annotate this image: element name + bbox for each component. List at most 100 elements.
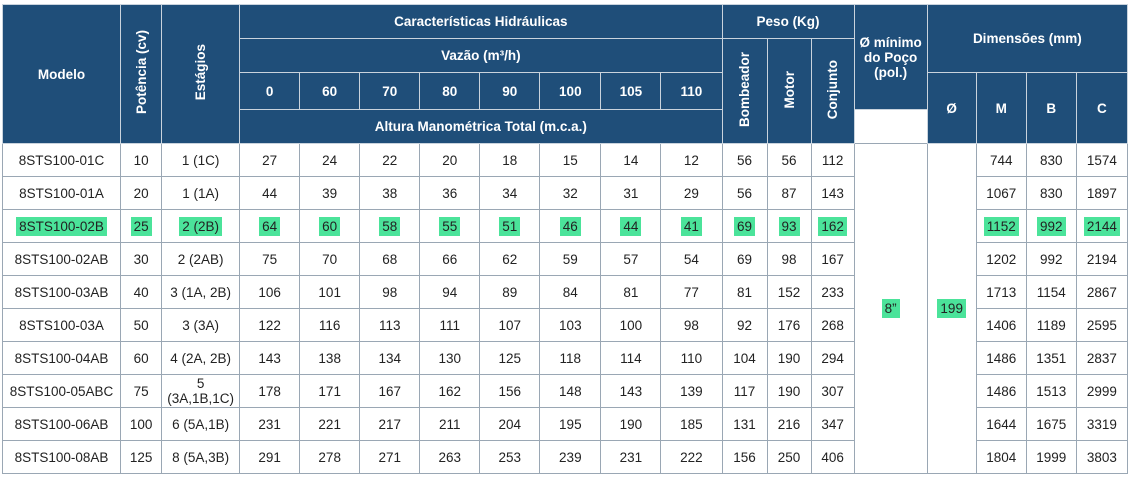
cell-dim-c-value: 3319 [1086,416,1117,432]
cell-modelo-value: 8STS100-02AB [14,251,109,267]
header-bombeador-label: Bombeador [737,51,753,127]
cell-conjunto-value: 347 [821,416,844,432]
cell-motor-value: 250 [777,449,801,465]
header-potencia-label: Potência (cv) [133,30,149,115]
cell-altura: 156 [479,374,541,408]
cell-conjunto: 406 [810,440,855,474]
table-row: 8STS100-02B 25 2 (2B) 64 60 58 55 51 46 44 41 69 93 1… [1,209,1129,243]
cell-dim-b-value: 830 [1039,152,1063,168]
cell-bombeador-value: 56 [737,152,753,168]
cell-estagios-value: 2 (2AB) [177,251,224,267]
cell-modelo-value: 8STS100-01A [19,185,104,201]
cell-bombeador-value: 92 [737,317,753,333]
cell-altura: 59 [539,242,602,276]
cell-altura-value: 60 [319,216,341,236]
cell-motor: 56 [766,143,812,177]
table-row: 8STS100-06AB 100 6 (5A,1B) 231 221 217 211 204 1… [1,407,1129,441]
cell-dim-c-value: 3803 [1086,449,1117,465]
cell-dim-b: 830 [1025,143,1077,177]
cell-dim-m: 1713 [975,275,1027,309]
cell-altura: 222 [660,440,723,474]
cell-dim-b-value: 1675 [1036,416,1067,432]
cell-altura-value: 64 [259,216,281,236]
cell-altura-value: 27 [262,152,278,168]
cell-potencia-value: 100 [129,416,153,432]
cell-modelo-value: 8STS100-02B [16,216,107,236]
cell-dim-b: 830 [1025,176,1077,210]
cell-altura: 36 [419,176,481,210]
cell-altura-value: 178 [258,383,281,399]
cell-conjunto-value: 112 [821,152,844,168]
cell-modelo-value: 8STS100-04AB [14,350,109,366]
cell-altura: 130 [419,341,481,375]
cell-altura: 162 [419,374,481,408]
cell-altura-value: 94 [442,284,458,300]
cell-potencia-value: 10 [133,152,149,168]
header-dim-o: Ø [926,72,977,144]
cell-altura: 81 [600,275,662,309]
cell-estagios-value: 1 (1C) [181,152,220,168]
cell-motor-value: 190 [777,383,801,399]
cell-altura-value: 156 [498,383,522,399]
cell-motor: 190 [766,374,812,408]
cell-altura-value: 22 [382,152,398,168]
cell-altura-value: 14 [623,152,639,168]
cell-altura: 57 [600,242,662,276]
cell-conjunto: 294 [810,341,855,375]
cell-bombeador-value: 81 [737,284,753,300]
cell-altura-value: 44 [620,216,642,236]
cell-dim-b-value: 830 [1039,185,1063,201]
cell-estagios: 3 (3A) [161,308,241,342]
cell-altura-value: 143 [619,383,643,399]
cell-modelo: 8STS100-04AB [1,341,122,375]
cell-altura: 75 [239,242,301,276]
cell-altura: 263 [419,440,481,474]
cell-altura: 221 [299,407,361,441]
cell-dim-c: 2999 [1075,374,1129,408]
cell-bombeador-value: 69 [734,216,756,236]
cell-motor-value: 93 [778,216,800,236]
header-caracteristicas: Características Hidráulicas [239,4,723,39]
cell-altura-value: 55 [439,216,461,236]
cell-altura-value: 44 [262,185,278,201]
cell-estagios-value: 3 (1A, 2B) [170,284,231,300]
cell-motor: 250 [766,440,812,474]
cell-potencia-value: 40 [133,284,149,300]
cell-modelo: 8STS100-02B [1,209,122,243]
cell-altura-value: 39 [322,185,338,201]
cell-altura-value: 130 [438,350,462,366]
cell-altura: 29 [660,176,723,210]
cell-dim-c: 3319 [1075,407,1129,441]
cell-dim-c: 2194 [1075,242,1129,276]
cell-altura-value: 253 [498,449,522,465]
cell-altura-value: 195 [559,416,582,432]
table-row: 8STS100-05ABC 75 5 (3A,1B,1C) 178 171 167 162 1… [1,374,1129,408]
cell-dim-b: 1351 [1025,341,1077,375]
cell-altura: 12 [660,143,723,177]
header-potencia: Potência (cv) [120,4,163,144]
cell-altura-value: 75 [262,251,278,267]
cell-altura-value: 98 [382,284,398,300]
cell-estagios: 6 (5A,1B) [161,407,241,441]
header-dim-b: B [1025,72,1077,144]
header-dim-m: M [975,72,1027,144]
cell-poco-value: 8” [881,299,900,318]
cell-altura-value: 62 [502,251,518,267]
cell-conjunto: 112 [810,143,855,177]
cell-altura-value: 271 [378,449,401,465]
cell-altura-value: 222 [680,449,703,465]
cell-altura: 20 [419,143,481,177]
cell-bombeador: 92 [721,308,768,342]
cell-potencia: 50 [120,308,163,342]
cell-dim-c: 2595 [1075,308,1129,342]
cell-altura-value: 32 [562,185,578,201]
cell-bombeador: 117 [721,374,768,408]
cell-dim-b-value: 992 [1039,251,1063,267]
cell-altura-value: 20 [442,152,458,168]
cell-altura: 46 [539,209,602,243]
table-row: 8STS100-04AB 60 4 (2A, 2B) 143 138 134 130 125 1… [1,341,1129,375]
cell-altura-value: 106 [258,284,281,300]
cell-conjunto-value: 143 [821,185,844,201]
cell-altura: 113 [359,308,421,342]
cell-modelo: 8STS100-06AB [1,407,122,441]
